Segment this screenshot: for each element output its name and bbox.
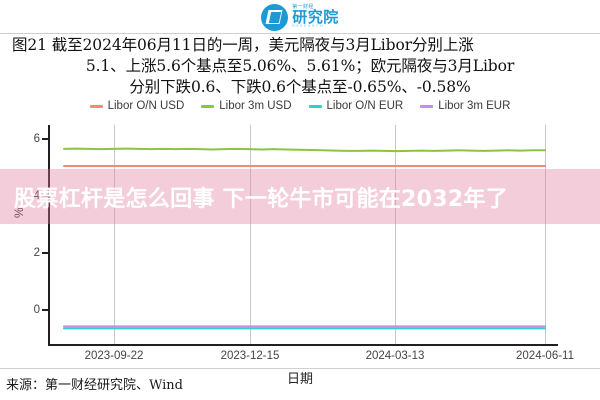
chart-legend: Libor O/N USD Libor 3m USD Libor O/N EUR… xyxy=(0,100,600,112)
x-tick-label: 2024-06-11 xyxy=(516,350,574,362)
legend-label: Libor O/N EUR xyxy=(326,100,404,112)
y-tick-label: 0 xyxy=(33,303,40,316)
gridline xyxy=(114,125,115,344)
y-tick-label: 6 xyxy=(33,133,40,146)
gridline xyxy=(545,125,546,344)
legend-swatch-icon xyxy=(420,104,434,108)
legend-swatch-icon xyxy=(89,104,103,108)
logo-top-text: 第一财经 xyxy=(292,4,314,11)
legend-item-libor-on-usd[interactable]: Libor O/N USD xyxy=(89,100,185,112)
yicai-circle-icon xyxy=(261,3,289,31)
legend-swatch-icon xyxy=(308,104,322,108)
y-tick-label: 4 xyxy=(33,190,40,203)
chart-series-svg xyxy=(63,147,546,330)
figure-title-line-2: 5.1、上涨5.6个基点至5.06%、5.61%；欧元隔夜与3月Libor xyxy=(85,57,515,75)
x-tick-label: 2023-09-22 xyxy=(84,350,144,362)
legend-item-libor-3m-usd[interactable]: Libor 3m USD xyxy=(201,100,292,112)
legend-label: Libor 3m USD xyxy=(219,100,292,112)
publisher-logo: 第一财经 研究院 RESEARCH xyxy=(0,2,600,32)
header-divider xyxy=(0,33,600,34)
y-tick-mark xyxy=(42,252,49,254)
y-tick-mark xyxy=(42,195,49,197)
x-tick-label: 2023-12-15 xyxy=(220,350,280,362)
x-axis-line xyxy=(48,344,558,346)
x-axis-title: 日期 xyxy=(286,372,313,387)
overlay-banner: 股票杠杆是怎么回事 下一轮牛市可能在2032年了 xyxy=(0,169,600,224)
legend-item-libor-3m-eur[interactable]: Libor 3m EUR xyxy=(420,100,510,112)
y-tick-label: 2 xyxy=(33,246,40,259)
x-tick-label: 2024-03-13 xyxy=(365,350,425,362)
logo-wordmark: 第一财经 研究院 RESEARCH xyxy=(292,5,339,29)
figure-title-line-3: 分别下跌0.6、下跌0.6个基点至-0.65%、-0.58% xyxy=(129,78,471,96)
figure-title: 图21 截至2024年06月11日的一周，美元隔夜与3月Libor分别上涨 5.… xyxy=(8,35,592,98)
legend-swatch-icon xyxy=(201,104,215,108)
overlay-banner-text: 股票杠杆是怎么回事 下一轮牛市可能在2032年了 xyxy=(14,186,509,212)
y-axis-line xyxy=(48,125,50,345)
logo-main-text: 研究院 xyxy=(292,8,339,27)
source-note: 来源：第一财经研究院、Wind xyxy=(6,378,183,393)
legend-label: Libor O/N USD xyxy=(107,100,185,112)
gridline xyxy=(395,125,396,344)
figure-title-line-1: 图21 截至2024年06月11日的一周，美元隔夜与3月Libor分别上涨 xyxy=(12,36,474,54)
series-line-libor-3m-usd xyxy=(63,147,546,153)
legend-label: Libor 3m EUR xyxy=(438,100,511,112)
y-tick-mark xyxy=(42,309,49,311)
legend-item-libor-on-eur[interactable]: Libor O/N EUR xyxy=(308,100,404,112)
gridline xyxy=(250,125,251,344)
logo-sub-text: RESEARCH xyxy=(292,24,325,29)
footer-divider xyxy=(0,368,600,369)
y-tick-mark xyxy=(42,138,49,140)
